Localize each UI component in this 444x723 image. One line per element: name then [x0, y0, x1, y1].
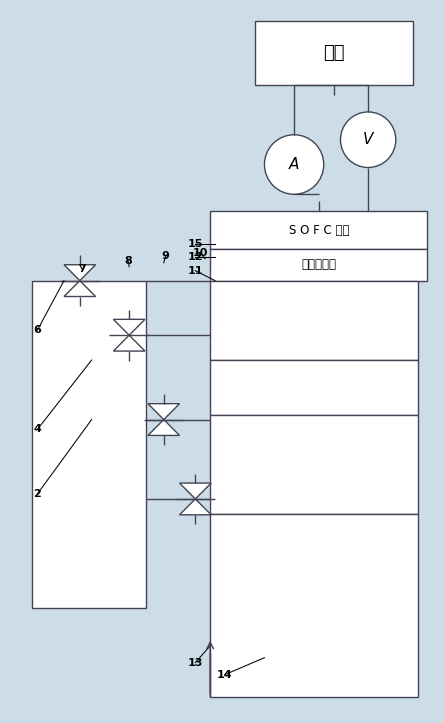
Circle shape — [341, 112, 396, 168]
Text: S O F C 控制: S O F C 控制 — [289, 223, 349, 236]
Polygon shape — [179, 483, 211, 499]
Text: A: A — [289, 157, 299, 172]
Bar — [210, 514, 417, 698]
Text: V: V — [363, 132, 373, 147]
Polygon shape — [148, 403, 179, 419]
Text: 11: 11 — [187, 266, 203, 275]
Text: 4: 4 — [33, 424, 41, 435]
Bar — [210, 414, 417, 514]
Bar — [210, 211, 428, 249]
Polygon shape — [64, 265, 95, 281]
Polygon shape — [148, 419, 179, 435]
Polygon shape — [113, 335, 145, 351]
Polygon shape — [64, 281, 95, 296]
Bar — [32, 281, 146, 608]
Bar — [210, 249, 428, 281]
Polygon shape — [113, 320, 145, 335]
Polygon shape — [179, 499, 211, 515]
Text: 负载: 负载 — [323, 44, 345, 62]
Bar — [254, 21, 412, 85]
Text: 10: 10 — [193, 248, 208, 258]
Text: 7: 7 — [78, 264, 86, 274]
Text: 14: 14 — [217, 669, 233, 680]
Bar — [210, 360, 417, 414]
Text: 2: 2 — [33, 489, 41, 499]
Text: 13: 13 — [188, 658, 203, 667]
Text: 12: 12 — [187, 252, 203, 262]
Text: 6: 6 — [33, 325, 41, 335]
Text: 9: 9 — [162, 251, 170, 261]
Text: 8: 8 — [124, 256, 132, 266]
Text: 15: 15 — [188, 239, 203, 249]
Text: 燃料电池组: 燃料电池组 — [301, 258, 336, 271]
Bar — [210, 281, 417, 360]
Circle shape — [265, 134, 324, 194]
